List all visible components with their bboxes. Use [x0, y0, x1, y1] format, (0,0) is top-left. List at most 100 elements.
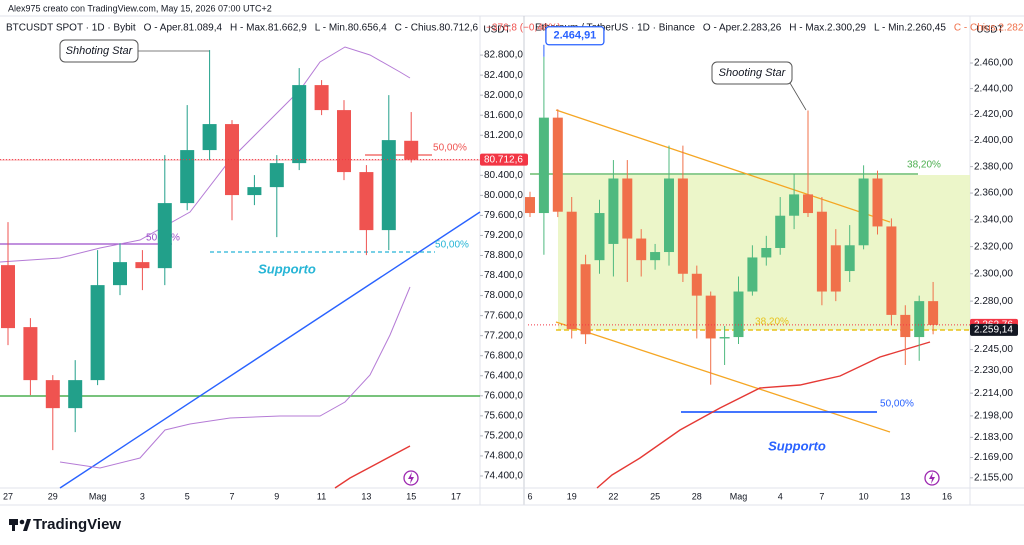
- y-tick-label: 2.198,00: [974, 411, 1013, 422]
- candle-body: [314, 85, 329, 111]
- candle: [135, 250, 150, 291]
- candle: [180, 105, 195, 211]
- callout-box: [711, 61, 793, 85]
- candle-body: [844, 245, 855, 272]
- candle-body: [359, 172, 374, 231]
- callout-box: [59, 39, 139, 63]
- ohlc-legend: O - Aper.2.283,26: [703, 23, 782, 34]
- candle-body: [292, 85, 307, 164]
- y-tick-label: 80.400,0: [484, 170, 523, 181]
- y-tick-label: 82.400,0: [484, 70, 523, 81]
- candle: [830, 229, 841, 302]
- y-tick-label: 82.000,0: [484, 90, 523, 101]
- candle-body: [775, 215, 786, 248]
- x-tick-label: 6: [527, 491, 532, 501]
- candle: [580, 254, 591, 345]
- candle: [858, 165, 869, 250]
- x-tick-label: 7: [819, 491, 824, 501]
- candle: [157, 155, 172, 286]
- candle-body: [23, 327, 38, 381]
- price-tag: [480, 153, 528, 166]
- candle: [566, 197, 577, 339]
- candle-body: [381, 140, 396, 231]
- y-tick-label: 74.400,0: [484, 471, 523, 482]
- candle-body: [719, 337, 730, 339]
- y-tick-label: 2.183,00: [974, 432, 1013, 443]
- x-tick-label: 4: [778, 491, 783, 501]
- ohlc-legend: H - Max.81.662,9: [230, 23, 307, 34]
- axis-unit: USDT: [976, 25, 1003, 36]
- candle: [45, 375, 60, 451]
- candle: [761, 235, 772, 266]
- moving-average: [596, 341, 931, 489]
- candle: [337, 100, 351, 181]
- candle-body: [691, 273, 702, 296]
- annotation: 50,00%: [880, 399, 914, 410]
- candle-body: [886, 226, 897, 315]
- axis-unit: USDT: [483, 25, 510, 36]
- bollinger-lower: [59, 286, 411, 469]
- x-tick-label: 10: [859, 491, 869, 501]
- y-tick-label: 77.600,0: [484, 310, 523, 321]
- candle: [202, 50, 217, 161]
- candle: [789, 174, 800, 230]
- candle: [622, 160, 633, 282]
- y-tick-label: 2.400,00: [974, 135, 1013, 146]
- candle: [608, 160, 619, 277]
- x-tick-label: 22: [608, 491, 618, 501]
- moving-average: [334, 445, 411, 489]
- annotation: Shhoting Star: [66, 45, 134, 57]
- annotation: Supporto: [768, 438, 826, 453]
- candle-body: [830, 245, 841, 292]
- annotation: Shooting Star: [719, 67, 787, 79]
- candle-body: [761, 247, 772, 258]
- y-tick-label: 2.230,00: [974, 365, 1013, 376]
- brand: TradingView: [33, 516, 121, 533]
- x-tick-label: 13: [361, 491, 371, 501]
- candle-body: [566, 211, 577, 330]
- candle-body: [789, 194, 800, 216]
- candle: [1, 222, 15, 346]
- chart-title: BTCUSDT SPOT · 1D · Bybit: [6, 23, 136, 34]
- y-tick-label: 81.200,0: [484, 130, 523, 141]
- y-tick-label: 81.600,0: [484, 110, 523, 121]
- channel-line: [555, 321, 891, 433]
- candle-body: [580, 264, 591, 335]
- y-tick-label: 76.000,0: [484, 390, 523, 401]
- candle: [691, 265, 702, 339]
- candle-body: [525, 197, 535, 214]
- price-tag-label: 80.712,6: [484, 154, 523, 165]
- y-tick-label: 2.300,00: [974, 268, 1013, 279]
- candle-body: [705, 295, 716, 339]
- x-tick-label: 29: [48, 491, 58, 501]
- candle: [886, 218, 897, 325]
- annotation: Supporto: [258, 261, 316, 276]
- ohlc-legend: −376,8 (−0,46%): [486, 23, 561, 34]
- x-tick-label: 15: [406, 491, 416, 501]
- y-tick-label: 2.360,00: [974, 188, 1013, 199]
- candle-body: [552, 117, 563, 212]
- candle: [844, 225, 855, 282]
- y-tick-label: 79.200,0: [484, 230, 523, 241]
- candle: [269, 155, 284, 238]
- candle-body: [928, 301, 939, 325]
- candle: [594, 199, 605, 274]
- y-tick-label: 76.400,0: [484, 370, 523, 381]
- x-tick-label: 17: [451, 491, 461, 501]
- annotation: 38,20%: [907, 160, 941, 171]
- callout-label: 2.464,91: [553, 30, 596, 42]
- price-tag-label: 2.259,14: [974, 325, 1013, 336]
- candle: [538, 56, 549, 255]
- y-tick-label: 2.440,00: [974, 83, 1013, 94]
- alert-icon[interactable]: [924, 470, 940, 486]
- y-tick-label: 77.200,0: [484, 330, 523, 341]
- alert-icon[interactable]: [403, 470, 419, 486]
- y-tick-label: 2.420,00: [974, 109, 1013, 120]
- candle: [247, 175, 262, 206]
- candle: [664, 145, 674, 266]
- x-tick-label: 3: [140, 491, 145, 501]
- y-tick-label: 2.245,00: [974, 344, 1013, 355]
- candle-body: [594, 213, 605, 261]
- ohlc-legend: O - Aper.81.089,4: [144, 23, 223, 34]
